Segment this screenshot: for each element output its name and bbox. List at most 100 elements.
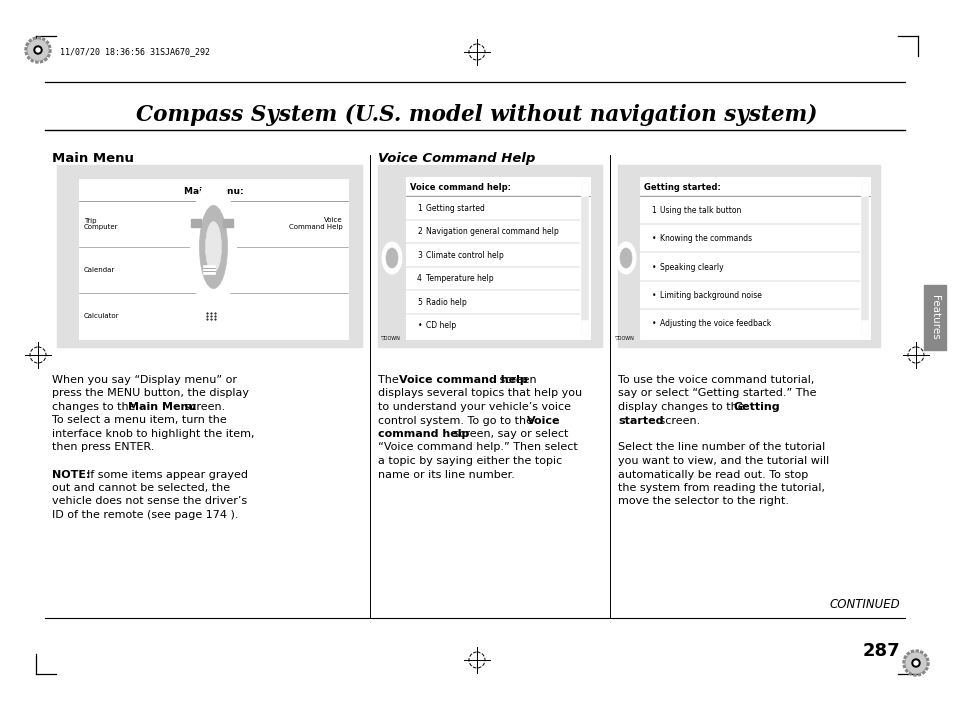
Text: out and cannot be selected, the: out and cannot be selected, the	[52, 483, 230, 493]
Text: The: The	[377, 375, 402, 385]
Text: CD help: CD help	[426, 321, 456, 330]
Text: Voice Command Help: Voice Command Help	[377, 152, 535, 165]
Text: Select the line number of the tutorial: Select the line number of the tutorial	[618, 442, 824, 452]
Text: interface knob to highlight the item,: interface knob to highlight the item,	[52, 429, 254, 439]
Text: to understand your vehicle’s voice: to understand your vehicle’s voice	[377, 402, 571, 412]
Text: •: •	[651, 263, 656, 271]
Text: Getting started:: Getting started:	[643, 183, 720, 192]
Bar	[580, 320, 587, 334]
Bar	[923, 285, 945, 350]
Text: •: •	[651, 319, 656, 328]
Text: •: •	[651, 234, 656, 244]
Text: Trip
Computer: Trip Computer	[84, 217, 118, 231]
Text: press the MENU button, the display: press the MENU button, the display	[52, 388, 249, 398]
Text: Radio help: Radio help	[426, 297, 466, 307]
Text: a topic by saying either the topic: a topic by saying either the topic	[377, 456, 561, 466]
Text: If some items appear grayed: If some items appear grayed	[87, 469, 248, 479]
Bar	[580, 182, 587, 334]
Text: started: started	[618, 415, 662, 425]
Circle shape	[28, 40, 48, 60]
Bar	[618, 165, 879, 347]
Text: To use the voice command tutorial,: To use the voice command tutorial,	[618, 375, 814, 385]
Text: Knowing the commands: Knowing the commands	[659, 234, 751, 244]
Circle shape	[911, 659, 919, 667]
Text: Temperature help: Temperature help	[426, 274, 493, 283]
Circle shape	[913, 661, 917, 665]
Ellipse shape	[386, 248, 397, 268]
Text: 11/07/20 18:36:56 31SJA670_292: 11/07/20 18:36:56 31SJA670_292	[60, 48, 210, 57]
Text: ▽DOWN: ▽DOWN	[615, 335, 635, 340]
Text: •: •	[651, 291, 656, 300]
Text: 3: 3	[416, 251, 421, 260]
Text: Voice
Command Help: Voice Command Help	[289, 217, 343, 231]
Text: Navigation general command help: Navigation general command help	[426, 227, 558, 236]
Text: Voice command help:: Voice command help:	[410, 183, 511, 192]
Text: screen, say or select: screen, say or select	[450, 429, 568, 439]
Polygon shape	[902, 650, 928, 676]
Ellipse shape	[199, 205, 227, 288]
Text: To select a menu item, turn the: To select a menu item, turn the	[52, 415, 227, 425]
Bar	[861, 182, 867, 196]
Ellipse shape	[381, 242, 401, 274]
Text: Calendar: Calendar	[84, 267, 115, 273]
Text: say or select “Getting started.” The: say or select “Getting started.” The	[618, 388, 816, 398]
Text: Limiting background noise: Limiting background noise	[659, 291, 761, 300]
Text: control system. To go to the: control system. To go to the	[377, 415, 536, 425]
Text: displays several topics that help you: displays several topics that help you	[377, 388, 581, 398]
Text: Voice: Voice	[526, 415, 560, 425]
Bar	[79, 179, 348, 339]
Text: screen: screen	[496, 375, 536, 385]
Text: 1: 1	[416, 204, 421, 213]
Bar	[861, 182, 867, 334]
Text: “Voice command help.” Then select: “Voice command help.” Then select	[377, 442, 578, 452]
Bar	[406, 177, 589, 339]
Ellipse shape	[191, 180, 236, 314]
Text: Using the talk button: Using the talk button	[659, 206, 740, 215]
Ellipse shape	[205, 222, 221, 273]
Text: Main Menu: Main Menu	[128, 402, 196, 412]
Text: CONTINUED: CONTINUED	[828, 598, 899, 611]
Bar	[580, 182, 587, 196]
Circle shape	[34, 46, 42, 54]
Bar	[223, 219, 233, 227]
Circle shape	[36, 48, 40, 52]
Bar	[57, 165, 361, 347]
Text: vehicle does not sense the driver’s: vehicle does not sense the driver’s	[52, 496, 247, 506]
Text: Main Menu:: Main Menu:	[184, 187, 243, 197]
Circle shape	[905, 653, 925, 673]
Text: name or its line number.: name or its line number.	[377, 469, 515, 479]
Text: display changes to the: display changes to the	[618, 402, 747, 412]
Text: screen.: screen.	[181, 402, 225, 412]
Text: command help: command help	[377, 429, 469, 439]
Text: 2: 2	[416, 227, 421, 236]
Text: Features: Features	[929, 295, 939, 340]
Bar	[203, 265, 215, 274]
Text: When you say “Display menu” or: When you say “Display menu” or	[52, 375, 236, 385]
Text: ID of the remote (see page 174 ).: ID of the remote (see page 174 ).	[52, 510, 238, 520]
Text: changes to the: changes to the	[52, 402, 139, 412]
Bar	[377, 165, 601, 347]
Text: •: •	[417, 321, 421, 330]
Text: 4: 4	[416, 274, 421, 283]
Text: Getting started: Getting started	[426, 204, 484, 213]
Text: you want to view, and the tutorial will: you want to view, and the tutorial will	[618, 456, 828, 466]
Text: automatically be read out. To stop: automatically be read out. To stop	[618, 469, 807, 479]
Text: Compass System (U.S. model without navigation system): Compass System (U.S. model without navig…	[136, 104, 817, 126]
Text: the system from reading the tutorial,: the system from reading the tutorial,	[618, 483, 824, 493]
Text: then press ENTER.: then press ENTER.	[52, 442, 154, 452]
Text: Speaking clearly: Speaking clearly	[659, 263, 723, 271]
Ellipse shape	[616, 242, 636, 274]
Text: ▽DOWN: ▽DOWN	[380, 335, 400, 340]
Text: Getting: Getting	[733, 402, 780, 412]
Bar	[861, 320, 867, 334]
Text: Calculator: Calculator	[84, 313, 119, 319]
Text: Adjusting the voice feedback: Adjusting the voice feedback	[659, 319, 770, 328]
Polygon shape	[25, 37, 51, 63]
Bar	[639, 177, 869, 339]
Text: Main Menu: Main Menu	[52, 152, 133, 165]
Text: NOTE:: NOTE:	[52, 469, 91, 479]
Text: 1: 1	[651, 206, 656, 215]
Text: Voice command help: Voice command help	[398, 375, 527, 385]
Text: move the selector to the right.: move the selector to the right.	[618, 496, 788, 506]
Bar	[192, 219, 201, 227]
